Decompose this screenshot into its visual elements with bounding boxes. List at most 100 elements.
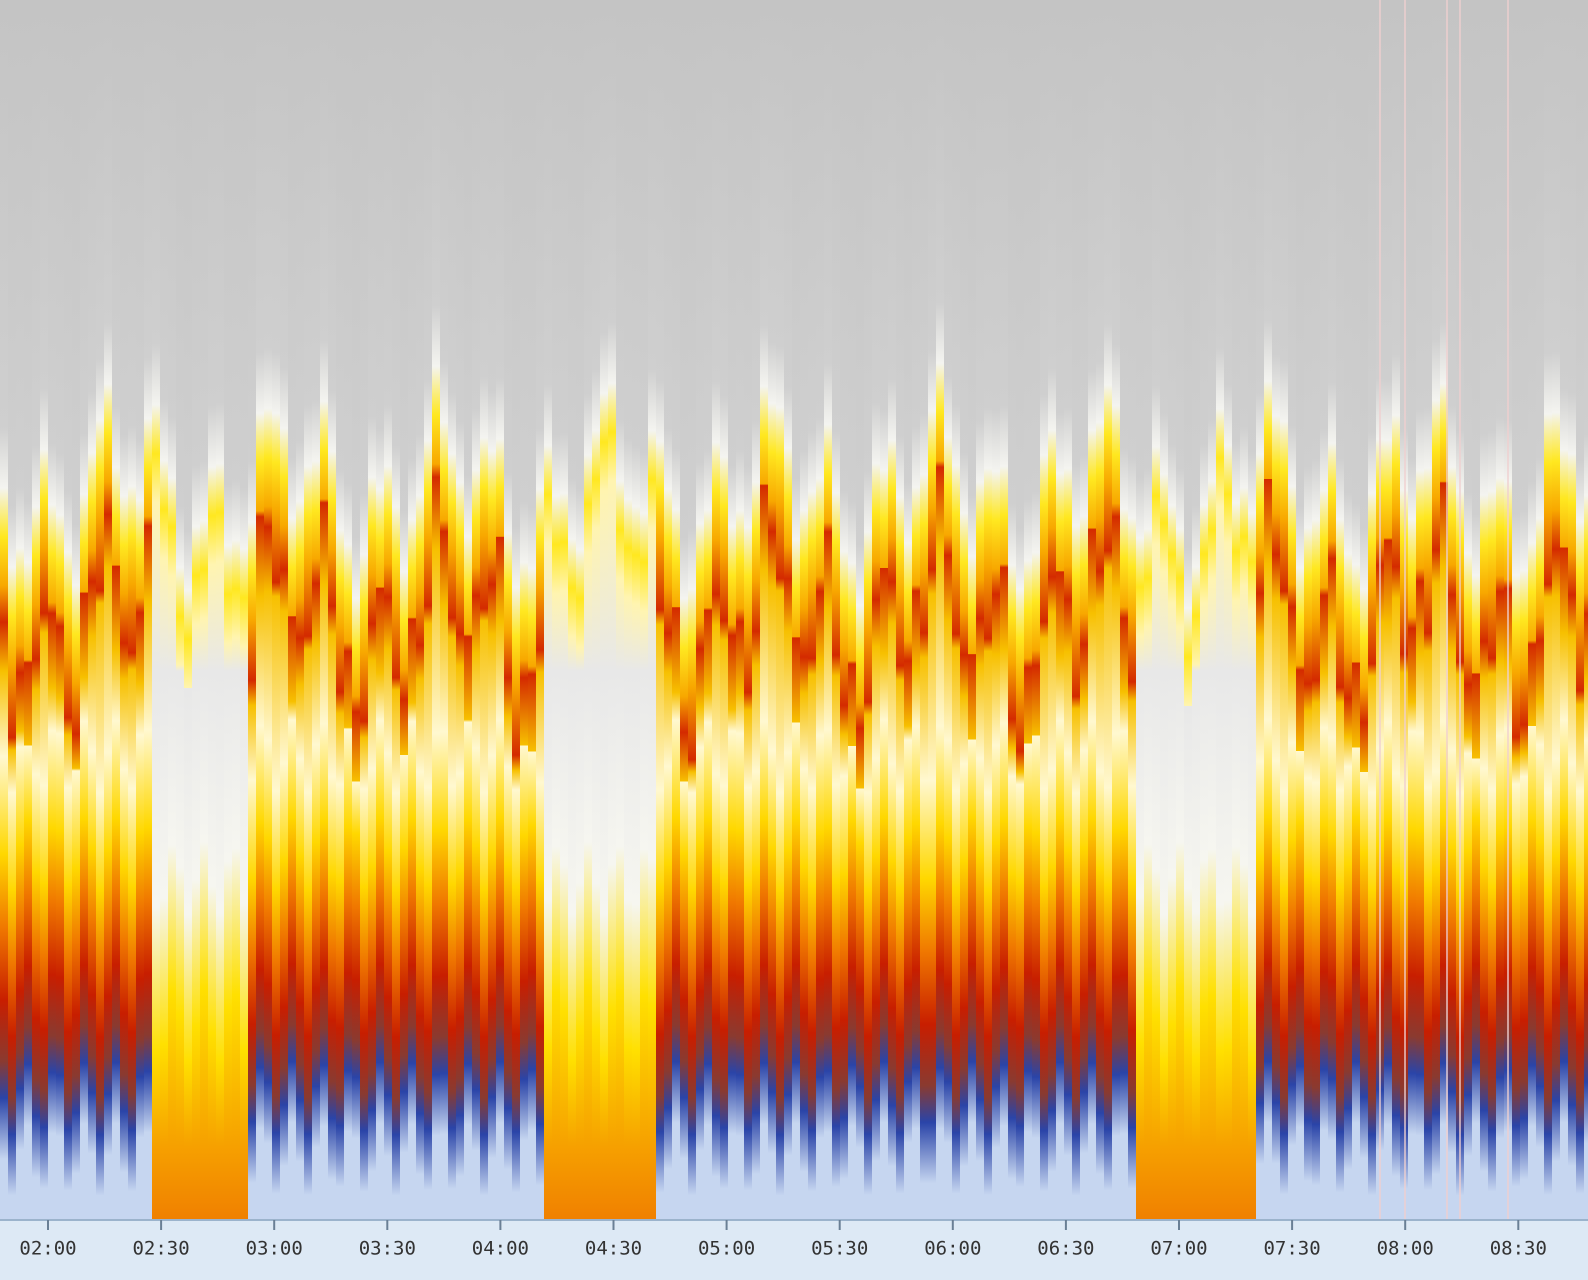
spectrum-column xyxy=(1312,0,1321,1220)
spectrum-column xyxy=(1136,0,1145,1220)
spectrum-column xyxy=(896,0,905,1220)
spectrum-column xyxy=(856,0,865,1220)
spectrum-column xyxy=(1272,0,1281,1220)
spectrum-column xyxy=(64,0,73,1220)
time-label: 05:30 xyxy=(811,1238,868,1260)
spectrum-column xyxy=(1568,0,1577,1220)
spectrum-column xyxy=(1104,0,1113,1220)
spectrum-column xyxy=(688,0,697,1220)
spectrum-column xyxy=(1280,0,1289,1220)
spectrum-column xyxy=(480,0,489,1220)
spectrum-column xyxy=(1064,0,1073,1220)
spectrum-column xyxy=(1128,0,1137,1220)
spectrum-column xyxy=(1544,0,1553,1220)
spectrum-column xyxy=(648,0,657,1220)
spectrum-column xyxy=(400,0,409,1220)
spectrum-column xyxy=(944,0,953,1220)
spectrum-column xyxy=(40,0,49,1220)
spectrum-column xyxy=(1408,0,1417,1220)
spectrum-column xyxy=(1328,0,1337,1220)
spectrum-column xyxy=(1224,0,1233,1220)
spectrum-column xyxy=(56,0,65,1220)
time-label: 08:30 xyxy=(1490,1238,1547,1260)
spectrum-column xyxy=(912,0,921,1220)
spectrum-column xyxy=(144,0,153,1220)
spectrogram xyxy=(0,0,1588,1220)
spectrum-column xyxy=(1264,0,1273,1220)
spectrum-column xyxy=(88,0,97,1220)
spectrum-column xyxy=(1352,0,1361,1220)
spectrum-column xyxy=(184,0,193,1220)
spectrum-column xyxy=(664,0,673,1220)
spectrum-column xyxy=(464,0,473,1220)
spectrum-column xyxy=(1168,0,1177,1220)
spectrum-column xyxy=(136,0,145,1220)
spectrum-column xyxy=(224,0,233,1220)
time-label: 07:00 xyxy=(1150,1238,1207,1260)
spectrum-column xyxy=(792,0,801,1220)
time-label: 05:00 xyxy=(698,1238,755,1260)
spectrum-column xyxy=(288,0,297,1220)
spectrum-column xyxy=(1480,0,1489,1220)
spectrum-column xyxy=(832,0,841,1220)
spectrum-column xyxy=(720,0,729,1220)
spectrum-column xyxy=(80,0,89,1220)
spectrum-column xyxy=(16,0,25,1220)
time-label: 03:00 xyxy=(246,1238,303,1260)
spectrum-column xyxy=(824,0,833,1220)
spectrum-column xyxy=(472,0,481,1220)
spectrum-column xyxy=(1192,0,1201,1220)
spectrum-column xyxy=(712,0,721,1220)
spectrum-column xyxy=(1336,0,1345,1220)
spectrum-column xyxy=(376,0,385,1220)
spectrum-column xyxy=(1528,0,1537,1220)
spectrum-column xyxy=(32,0,41,1220)
spectrum-column xyxy=(840,0,849,1220)
spectrum-column xyxy=(736,0,745,1220)
spectrum-column xyxy=(1360,0,1369,1220)
spectrum-column xyxy=(888,0,897,1220)
spectrum-column xyxy=(1576,0,1585,1220)
spectrum-column xyxy=(1320,0,1329,1220)
spectrum-column xyxy=(1256,0,1265,1220)
spectrum-column xyxy=(448,0,457,1220)
spectrum-column xyxy=(848,0,857,1220)
spectrum-column xyxy=(1384,0,1393,1220)
spectrum-column xyxy=(1416,0,1425,1220)
time-axis-strip xyxy=(0,1220,1588,1280)
time-label: 06:00 xyxy=(924,1238,981,1260)
spectrum-column xyxy=(1176,0,1185,1220)
time-label: 04:00 xyxy=(472,1238,529,1260)
spectrum-column xyxy=(1000,0,1009,1220)
spectrum-column xyxy=(544,0,553,1220)
spectrum-column xyxy=(104,0,113,1220)
spectrum-column xyxy=(1144,0,1153,1220)
spectrum-column xyxy=(208,0,217,1220)
spectrum-column xyxy=(1512,0,1521,1220)
spectrum-column xyxy=(360,0,369,1220)
time-label: 08:00 xyxy=(1377,1238,1434,1260)
spectrum-column xyxy=(1016,0,1025,1220)
spectrum-column xyxy=(264,0,273,1220)
spectrum-column xyxy=(520,0,529,1220)
spectrum-column xyxy=(128,0,137,1220)
spectrum-column xyxy=(1184,0,1193,1220)
spectrum-column xyxy=(1216,0,1225,1220)
spectrum-column xyxy=(528,0,537,1220)
spectrum-column xyxy=(600,0,609,1220)
spectrum-column xyxy=(1096,0,1105,1220)
spectrum-column xyxy=(1040,0,1049,1220)
spectrum-column xyxy=(320,0,329,1220)
spectrum-column xyxy=(808,0,817,1220)
spectrum-column xyxy=(704,0,713,1220)
spectrum-column xyxy=(1072,0,1081,1220)
spectrum-column xyxy=(1304,0,1313,1220)
spectrum-column xyxy=(304,0,313,1220)
spectrum-column xyxy=(256,0,265,1220)
spectrum-column xyxy=(800,0,809,1220)
spectrum-column xyxy=(640,0,649,1220)
spectrum-column xyxy=(816,0,825,1220)
spectrum-column xyxy=(1344,0,1353,1220)
spectrum-column xyxy=(1056,0,1065,1220)
spectrum-column xyxy=(1448,0,1457,1220)
